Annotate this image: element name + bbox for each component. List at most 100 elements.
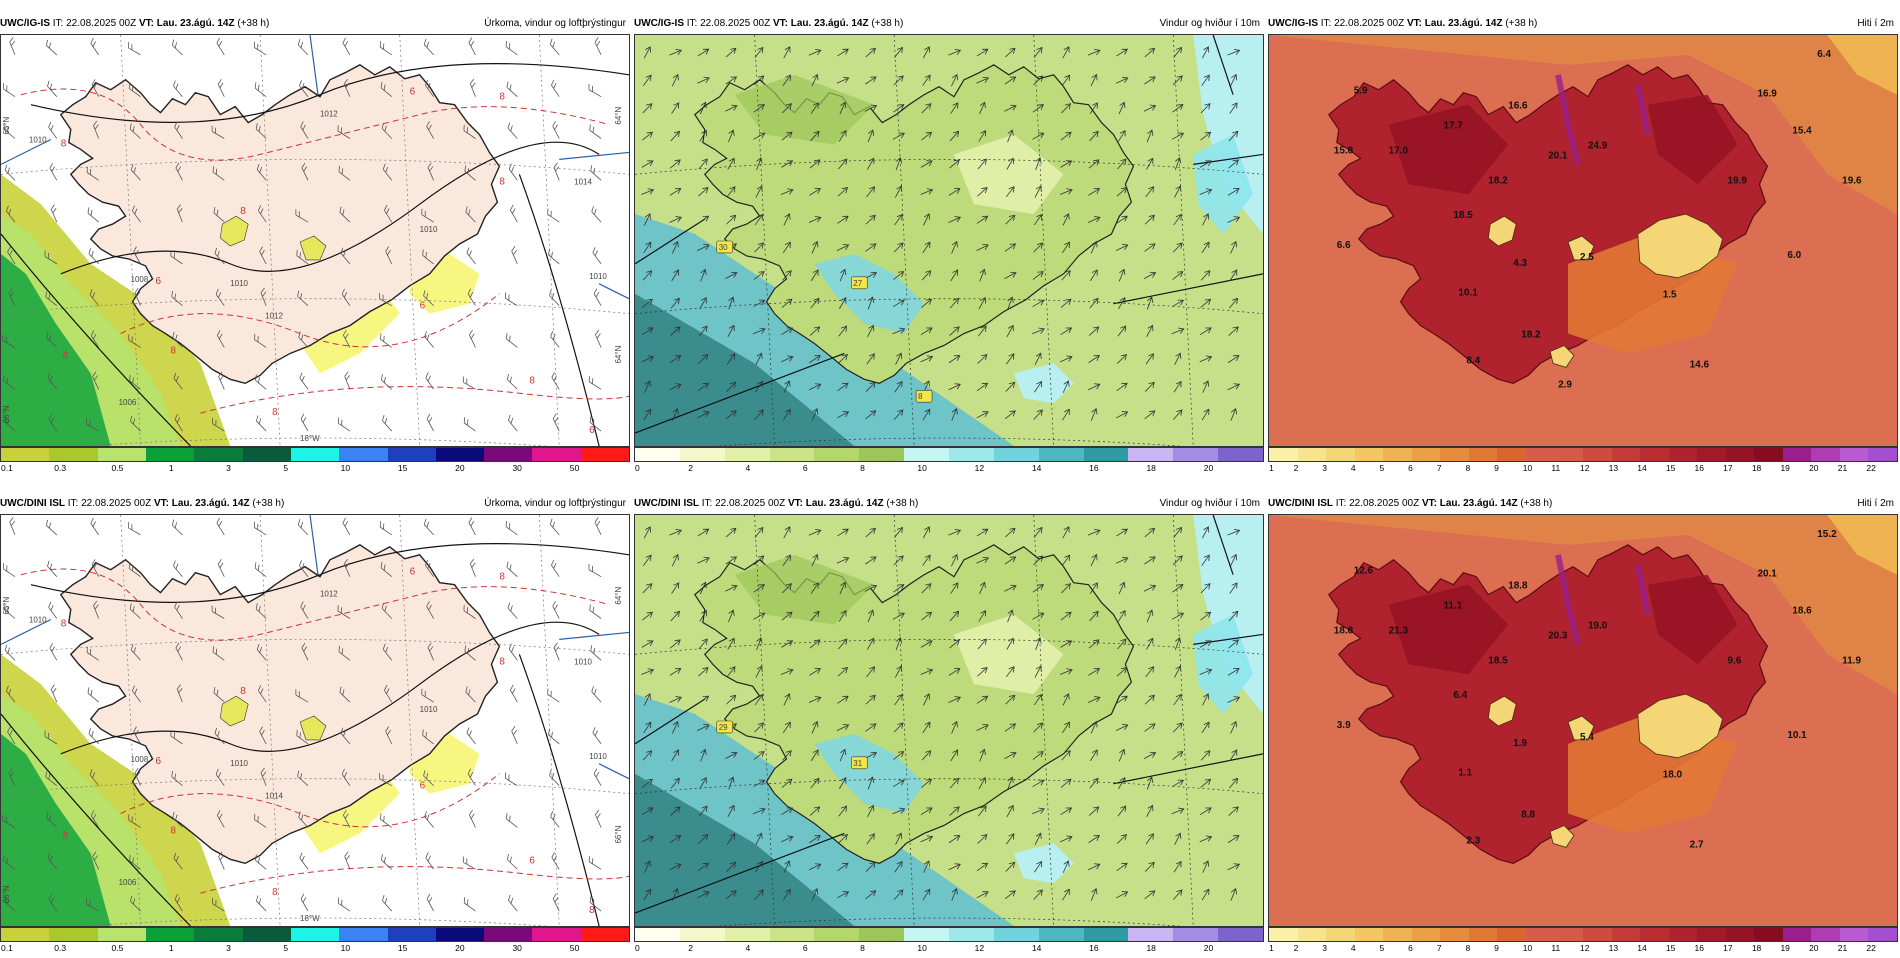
map-view[interactable]: 30 27 8 xyxy=(634,34,1264,447)
colorbar-tick-label: 14 xyxy=(1637,463,1647,473)
wind-barb-icon xyxy=(214,247,225,265)
wind-arrow-icon xyxy=(697,695,710,704)
wind-arrow-icon xyxy=(810,582,819,594)
colorbar-swatch xyxy=(1754,928,1783,941)
colorbar-swatch xyxy=(290,448,340,461)
wind-arrow-icon xyxy=(643,241,652,254)
wind-barb-icon xyxy=(343,558,351,577)
wind-arrow-icon xyxy=(1032,779,1045,788)
wind-barb-icon xyxy=(588,83,602,98)
wind-arrow-icon xyxy=(836,556,850,564)
wind-arrow-icon xyxy=(979,748,986,762)
wind-arrow-icon xyxy=(756,637,763,651)
wind-arrow-icon xyxy=(1060,778,1072,788)
wind-barb-icon xyxy=(301,162,309,181)
colorbar-tick-label: 20 xyxy=(1203,943,1214,953)
wind-arrow-icon xyxy=(1090,269,1098,282)
wind-barb-icon xyxy=(465,206,476,223)
map-view[interactable]: 1010 1012 1012 1014 1010 1010 1008 1006 1010 8 8 6 6… xyxy=(0,34,630,447)
colorbar-tick-label: 18 xyxy=(1751,943,1762,953)
wind-arrow-icon xyxy=(754,555,765,566)
wind-arrow-icon xyxy=(1146,324,1154,338)
wind-barb-icon xyxy=(299,852,309,870)
wind-arrow-icon xyxy=(977,354,988,364)
wind-barb-icon xyxy=(91,559,100,577)
temperature-label: 20.3 xyxy=(1548,630,1568,641)
wind-barb-icon xyxy=(344,851,351,870)
wind-arrow-icon xyxy=(669,835,682,844)
wind-barb-icon xyxy=(550,810,560,828)
wind-arrow-icon xyxy=(949,610,960,622)
colorbar-ticks: 1 2 3 4 5 6 7 8 9 10 11 12 13 14 15 16 17 18 19 20 21 22 xyxy=(1268,462,1898,476)
wind-arrow-icon xyxy=(727,804,735,818)
wind-barb-icon xyxy=(171,770,183,786)
isobar-label: 1012 xyxy=(320,590,338,599)
wind-arrow-icon xyxy=(1144,381,1155,392)
map-view[interactable]: 29 31 xyxy=(634,514,1264,927)
wind-arrow-icon xyxy=(949,326,960,336)
wind-arrow-icon xyxy=(1144,76,1156,85)
wind-arrow-icon xyxy=(1032,271,1044,280)
precip-contour-label: 8 xyxy=(63,830,69,841)
wind-barb-icon xyxy=(385,726,393,745)
wind-arrow-icon xyxy=(726,353,736,365)
temperature-label: 2.9 xyxy=(1558,379,1572,390)
wind-arrow-icon xyxy=(865,410,877,420)
wind-arrow-icon xyxy=(977,805,987,817)
isobar-label: 1010 xyxy=(29,135,47,144)
wind-arrow-icon xyxy=(725,47,737,58)
wind-arrow-icon xyxy=(642,778,653,788)
colorbar-swatch xyxy=(1173,928,1219,941)
colorbar-tick-label: 0 xyxy=(635,943,640,953)
wind-barb-icon xyxy=(87,687,99,703)
wind-arrow-icon xyxy=(837,215,849,224)
wind-arrow-icon xyxy=(978,129,987,142)
wind-arrow-icon xyxy=(921,750,932,761)
map-view[interactable]: 1010 1012 1014 1010 1010 1010 1008 1006 1010 8 8 6 8… xyxy=(0,514,630,927)
wind-arrow-icon xyxy=(1174,637,1182,651)
wind-barb-icon xyxy=(130,895,141,912)
wind-barb-icon xyxy=(466,247,476,265)
wind-arrow-icon xyxy=(920,835,934,843)
wind-arrow-icon xyxy=(697,244,710,251)
wind-barb-icon xyxy=(379,292,392,307)
wind-arrow-icon xyxy=(697,556,710,564)
wind-arrow-icon xyxy=(893,104,905,113)
wind-barb-icon xyxy=(425,372,434,390)
wind-arrow-icon xyxy=(1118,101,1126,115)
wind-arrow-icon xyxy=(1061,241,1070,254)
wind-arrow-icon xyxy=(1033,693,1043,706)
wind-barb-icon xyxy=(47,852,58,870)
wind-barb-icon xyxy=(505,292,518,307)
wind-arrow-icon xyxy=(1200,103,1211,114)
map-view[interactable]: 15.2 12.6 18.8 20.1 11.1 18.8 21.3 20.3 19.0 18.6… xyxy=(1268,514,1898,927)
wind-barb-icon xyxy=(211,605,225,619)
wind-arrow-icon xyxy=(1032,751,1044,760)
wind-arrow-icon xyxy=(755,665,763,678)
wind-arrow-icon xyxy=(949,130,960,142)
colorbar-swatch xyxy=(580,448,630,461)
colorbar-swatch xyxy=(1,928,50,941)
wind-arrow-icon xyxy=(1200,583,1211,594)
wind-barb-icon xyxy=(130,164,141,181)
wind-barb-icon xyxy=(337,605,351,619)
temperature-label: 15.4 xyxy=(1792,126,1812,137)
colorbar-tick-label: 12 xyxy=(1580,463,1590,473)
wind-arrow-icon xyxy=(1116,528,1129,537)
wind-arrow-icon xyxy=(783,380,791,393)
wind-barb-icon xyxy=(506,561,518,577)
wind-barb-icon xyxy=(338,165,351,181)
wind-barb-icon xyxy=(339,206,351,223)
temperature-label: 16.6 xyxy=(1508,101,1528,112)
wind-barb-icon xyxy=(551,372,560,390)
colorbar-tick-label: 18 xyxy=(1146,943,1156,953)
precip-contour-label: 6 xyxy=(420,301,426,312)
wind-arrow-icon xyxy=(1146,129,1154,143)
wind-arrow-icon xyxy=(866,637,875,650)
wind-barb-icon xyxy=(553,642,560,661)
wind-arrow-icon xyxy=(753,612,766,620)
wind-arrow-icon xyxy=(839,101,847,115)
wind-arrow-icon xyxy=(865,47,877,58)
wind-barb-icon xyxy=(589,896,602,912)
map-view[interactable]: 6.4 5.9 16.6 16.9 17.7 15.8 17.0 20.1 24.9 15.4 18… xyxy=(1268,34,1898,447)
